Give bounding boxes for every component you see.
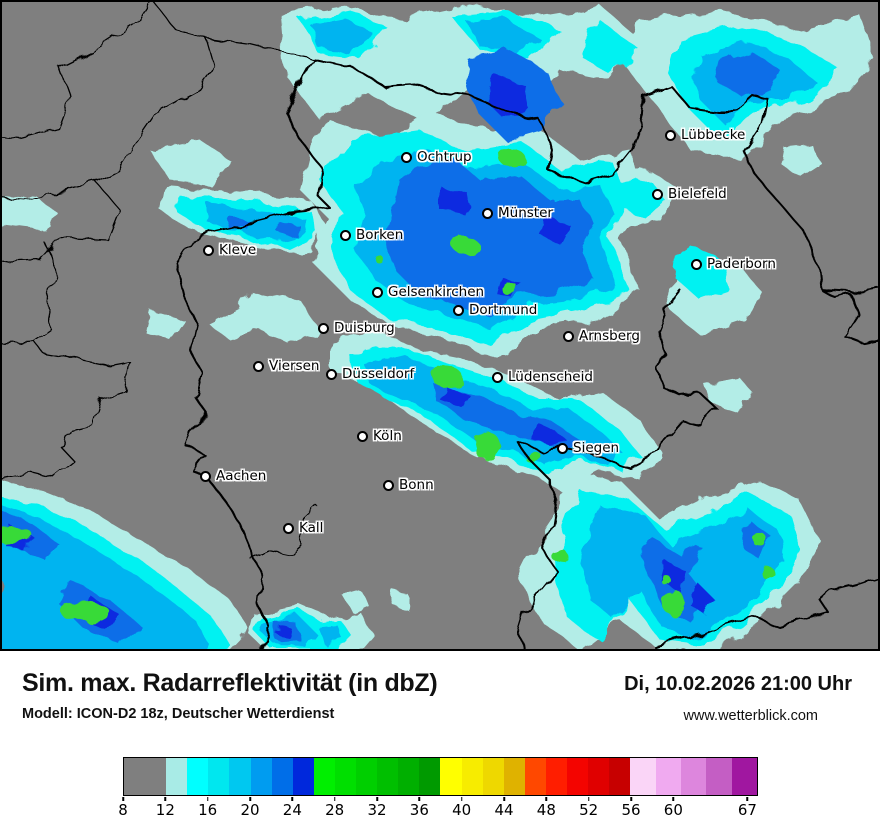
- legend-segment: [461, 758, 483, 795]
- legend-tick-label: 44: [494, 801, 514, 819]
- legend-segment: [398, 758, 420, 795]
- legend-tickmark: [122, 797, 124, 801]
- legend-segment: [356, 758, 378, 795]
- legend-segment: [124, 758, 167, 795]
- border-lines: [0, 0, 880, 651]
- legend-tickmark: [503, 797, 505, 801]
- legend-segment: [166, 758, 188, 795]
- legend-segment: [271, 758, 293, 795]
- legend-segment: [566, 758, 589, 795]
- legend-segment: [377, 758, 399, 795]
- map-frame: [0, 0, 880, 651]
- map: Ochtrup Lübbecke Bielefeld Münster Borken Kle…: [0, 0, 880, 651]
- model-info: Modell: ICON-D2 18z, Deutscher Wetterdie…: [22, 706, 335, 722]
- legend-ticks: 8 12 16 20 24 28 32 36 40 44 48 52 56 60 67: [118, 797, 758, 821]
- valid-datetime: Di, 10.02.2026 21:00 Uhr: [624, 673, 852, 695]
- legend-tickmark: [672, 797, 675, 801]
- legend-tickmark: [333, 797, 336, 801]
- legend-bar: [123, 757, 758, 796]
- legend-segment: [609, 758, 631, 795]
- legend-tick-label: 8: [118, 801, 128, 819]
- legend-segment: [419, 758, 441, 795]
- radar-map-graphic: [0, 0, 880, 651]
- legend-segment: [588, 758, 610, 795]
- legend-tick-label: 40: [452, 801, 472, 819]
- legend-segment: [706, 758, 732, 795]
- legend-tick-label: 56: [621, 801, 641, 819]
- legend-segment: [292, 758, 314, 795]
- legend-segment: [524, 758, 546, 795]
- legend-segment: [250, 758, 272, 795]
- legend-segment: [208, 758, 230, 795]
- legend-tickmark: [545, 797, 548, 801]
- legend-tick-label: 24: [282, 801, 302, 819]
- legend-tickmark: [249, 797, 251, 801]
- legend-tickmark: [206, 797, 209, 801]
- legend-tickmark: [291, 797, 294, 801]
- legend-segment: [680, 758, 707, 795]
- legend-segment: [655, 758, 681, 795]
- legend-tick-label: 16: [198, 801, 218, 819]
- legend-segment: [187, 758, 209, 795]
- legend-segment: [503, 758, 525, 795]
- legend-tickmark: [630, 797, 632, 801]
- legend-tick-label: 32: [367, 801, 387, 819]
- legend-segment: [229, 758, 251, 795]
- legend-tickmark: [460, 797, 463, 801]
- legend-tick-label: 20: [240, 801, 260, 819]
- legend-tick-label: 48: [536, 801, 556, 819]
- legend-tickmark: [376, 797, 378, 801]
- legend-segment: [545, 758, 567, 795]
- legend-segment: [334, 758, 357, 795]
- legend: 8 12 16 20 24 28 32 36 40 44 48 52 56 60 67: [118, 757, 758, 821]
- legend-tick-label: 52: [579, 801, 599, 819]
- legend-tick-label: 12: [155, 801, 175, 819]
- legend-segment: [630, 758, 656, 795]
- page-title: Sim. max. Radarreflektivität (in dbZ): [22, 669, 438, 697]
- precip-green-cores: [0, 148, 776, 623]
- legend-tickmark: [746, 797, 749, 801]
- legend-segment: [440, 758, 462, 795]
- website-url: www.wetterblick.com: [683, 708, 818, 724]
- legend-tick-label: 36: [409, 801, 429, 819]
- legend-tickmark: [164, 797, 167, 801]
- legend-tick-label: 28: [325, 801, 345, 819]
- legend-tickmark: [587, 797, 590, 801]
- legend-tick-label: 67: [737, 801, 757, 819]
- legend-segment: [731, 758, 757, 795]
- legend-segment: [482, 758, 504, 795]
- legend-segment: [313, 758, 335, 795]
- footer: Sim. max. Radarreflektivität (in dbZ) Di…: [0, 651, 880, 830]
- legend-tickmark: [418, 797, 421, 801]
- legend-tick-label: 60: [663, 801, 683, 819]
